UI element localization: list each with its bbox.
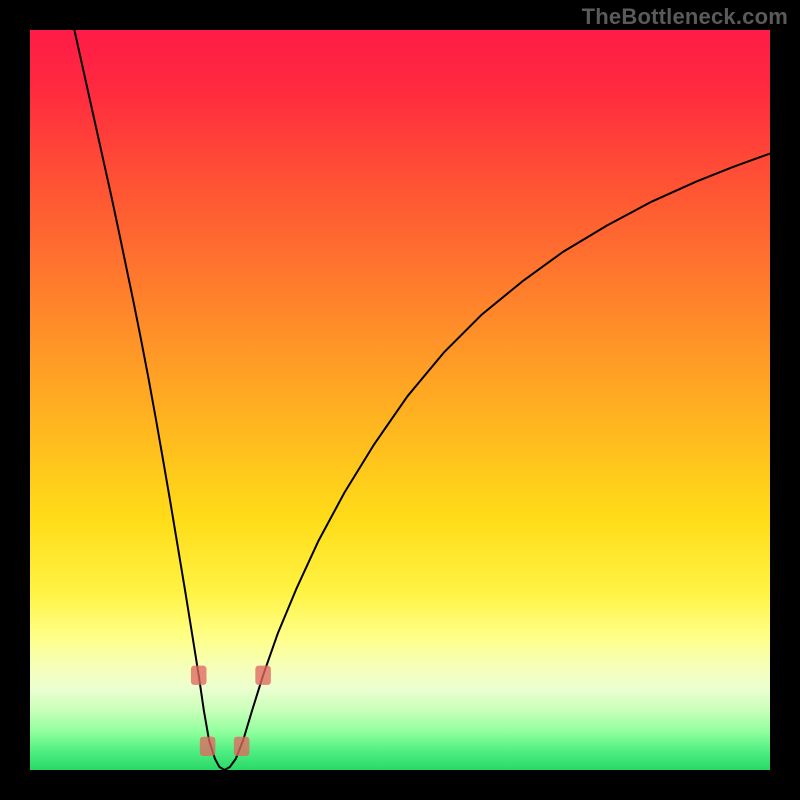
curve-marker xyxy=(200,737,216,756)
curve-marker xyxy=(191,666,207,685)
chart-svg xyxy=(30,30,770,770)
bottleneck-chart xyxy=(30,30,770,770)
chart-background xyxy=(30,30,770,770)
curve-marker xyxy=(234,737,250,756)
watermark-text: TheBottleneck.com xyxy=(582,4,788,30)
curve-marker xyxy=(255,666,271,685)
